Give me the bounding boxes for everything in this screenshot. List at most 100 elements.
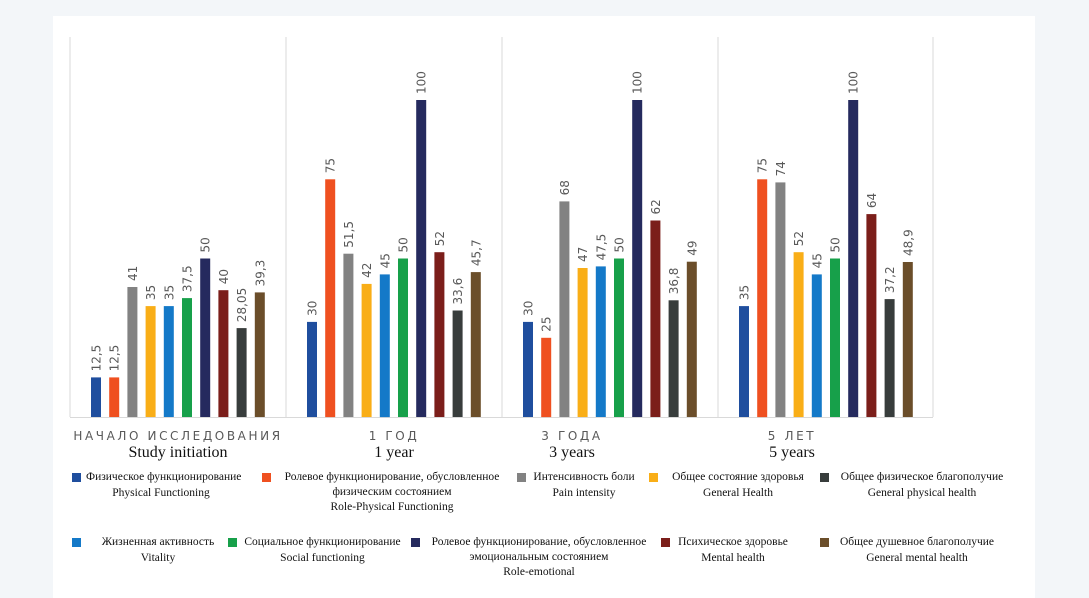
- legend-label-ru: Жизненная активность: [101, 536, 215, 548]
- bar: [91, 377, 101, 417]
- category-label-en: 3 years: [549, 444, 595, 461]
- data-label: 45,7: [469, 239, 483, 266]
- data-label: 40: [217, 269, 231, 284]
- bar: [325, 179, 336, 418]
- data-label: 47,5: [594, 234, 608, 261]
- data-label: 28,05: [235, 288, 249, 322]
- data-label: 12,5: [90, 345, 104, 372]
- bar: [595, 266, 606, 417]
- data-label: 25: [540, 317, 554, 332]
- bar: [416, 100, 427, 417]
- legend-label-ru: Общее душевное благополучие: [840, 536, 994, 548]
- legend-label-ru: Психическое здоровье: [678, 536, 788, 548]
- data-label: 36,8: [667, 268, 681, 295]
- bar: [793, 252, 804, 417]
- data-label: 39,3: [253, 260, 267, 287]
- bar: [236, 328, 247, 417]
- bar: [650, 220, 661, 417]
- bar: [884, 299, 895, 417]
- legend-swatch: [72, 538, 81, 547]
- legend-label-ru-line2: физическим состоянием: [332, 485, 452, 498]
- bar: [866, 214, 877, 417]
- bar: [182, 298, 192, 417]
- legend-swatch: [72, 473, 81, 482]
- bar: [811, 274, 822, 418]
- bar: [254, 292, 265, 417]
- data-label: 35: [144, 285, 158, 300]
- data-label: 35: [162, 285, 176, 300]
- legend-label-ru: Общее состояние здоровья: [672, 471, 804, 483]
- data-label: 30: [522, 301, 536, 316]
- data-label: 48,9: [901, 229, 915, 256]
- data-label: 45: [378, 253, 392, 268]
- legend-label-en: Physical Functioning: [112, 486, 210, 499]
- legend-label-ru: Физическое функционирование: [86, 471, 242, 483]
- data-label: 50: [397, 237, 411, 252]
- bar: [848, 100, 859, 417]
- legend-swatch: [661, 538, 670, 547]
- bar: [541, 337, 552, 418]
- legend-swatch: [649, 473, 658, 482]
- category-label-en: 1 year: [374, 444, 414, 461]
- data-label: 45: [810, 253, 824, 268]
- data-label: 50: [199, 237, 213, 252]
- bar: [757, 179, 768, 418]
- legend-swatch: [411, 538, 420, 547]
- data-label: 62: [649, 199, 663, 214]
- bar: [307, 321, 317, 417]
- bar: [398, 258, 408, 417]
- bar: [559, 201, 570, 417]
- data-label: 68: [558, 180, 572, 195]
- bar: [379, 274, 390, 418]
- bar: [632, 100, 643, 417]
- legend-label-en: Vitality: [140, 551, 176, 564]
- legend-swatch: [262, 473, 271, 482]
- legend-label-en: Role-emotional: [503, 566, 575, 578]
- data-label: 52: [433, 231, 447, 246]
- bar: [902, 262, 913, 417]
- legend-label-ru-line2: эмоциональным состоянием: [469, 550, 609, 563]
- legend-label-en: General mental health: [866, 551, 968, 564]
- data-label: 75: [324, 158, 338, 173]
- category-label-ru: 3 ГОДА: [541, 429, 603, 443]
- data-label: 30: [306, 301, 320, 316]
- legend-label-ru: Ролевое функционирование, обусловленное: [284, 471, 500, 483]
- legend-label-en: Role-Physical Functioning: [330, 501, 454, 513]
- legend-swatch: [517, 473, 526, 482]
- bar: [163, 306, 174, 417]
- bar: [218, 290, 229, 417]
- legend-swatch: [228, 538, 237, 547]
- category-label-ru: 5 ЛЕТ: [767, 429, 817, 443]
- data-label: 37,2: [883, 266, 897, 293]
- bar: [145, 306, 156, 417]
- data-label: 42: [360, 263, 374, 278]
- data-label: 52: [792, 231, 806, 246]
- data-label: 47: [576, 247, 590, 262]
- bar: [739, 306, 749, 417]
- data-label: 37,5: [181, 265, 195, 292]
- data-label: 64: [865, 193, 879, 208]
- category-label-ru: НАЧАЛО ИССЛЕДОВАНИЯ: [73, 429, 283, 443]
- legend-label-en: General Health: [703, 486, 773, 499]
- legend-label-ru: Ролевое функционирование, обусловленное: [431, 536, 647, 548]
- data-label: 100: [847, 71, 861, 94]
- legend-label-en: General physical health: [867, 486, 977, 499]
- data-label: 35: [738, 285, 752, 300]
- data-label: 33,6: [451, 278, 465, 305]
- bar: [361, 283, 372, 417]
- category-label-ru: 1 ГОД: [368, 429, 420, 443]
- data-label: 74: [774, 161, 788, 176]
- legend-swatch: [820, 473, 829, 482]
- data-label: 100: [415, 71, 429, 94]
- bar: [614, 258, 624, 417]
- data-label: 49: [685, 240, 699, 255]
- bar: [523, 321, 533, 417]
- data-label: 51,5: [342, 221, 356, 248]
- bar: [668, 300, 679, 417]
- bar: [434, 252, 445, 417]
- data-label: 50: [829, 237, 843, 252]
- legend-label-en: Pain intensity: [552, 486, 616, 499]
- bar: [577, 268, 588, 417]
- bar: [343, 253, 354, 417]
- data-label: 50: [613, 237, 627, 252]
